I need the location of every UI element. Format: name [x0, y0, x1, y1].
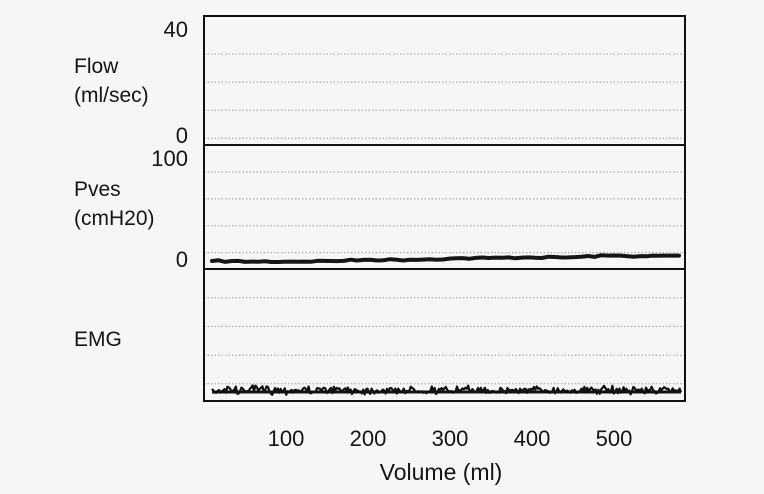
pves-trace [210, 253, 681, 264]
x-tick-label: 200 [350, 426, 387, 451]
panel-frames [203, 15, 686, 402]
flow-y-max-label: 40 [164, 17, 188, 42]
grid-lines [204, 53, 685, 385]
pves-y-min-label: 0 [176, 247, 188, 272]
flow-ylabel-line: Flow [74, 55, 119, 78]
emg-ylabel-line: EMG [74, 328, 122, 351]
x-tick-label: 100 [268, 426, 305, 451]
x-axis-label: Volume (ml) [380, 459, 503, 485]
pves-ylabel-line: (cmH20) [74, 207, 155, 230]
x-tick-label: 500 [596, 426, 633, 451]
x-tick-label: 300 [432, 426, 469, 451]
emg-panel-frame [203, 268, 686, 402]
pves-y-max-label: 100 [151, 146, 188, 171]
flow-panel-frame [203, 15, 686, 146]
pves-panel-frame [203, 144, 686, 270]
trace-layer [210, 253, 683, 396]
x-tick-label: 400 [514, 426, 551, 451]
pves-ylabel-line: Pves [74, 178, 121, 201]
flow-ylabel-line: (ml/sec) [74, 84, 149, 107]
flow-y-min-label: 0 [176, 123, 188, 148]
